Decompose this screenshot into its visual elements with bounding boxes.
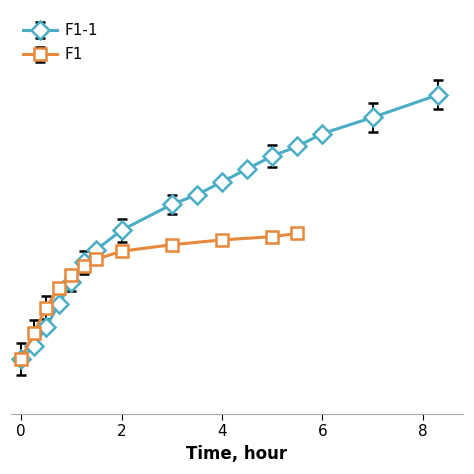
Legend: F1-1, F1: F1-1, F1 bbox=[19, 19, 103, 67]
X-axis label: Time, hour: Time, hour bbox=[186, 445, 288, 463]
